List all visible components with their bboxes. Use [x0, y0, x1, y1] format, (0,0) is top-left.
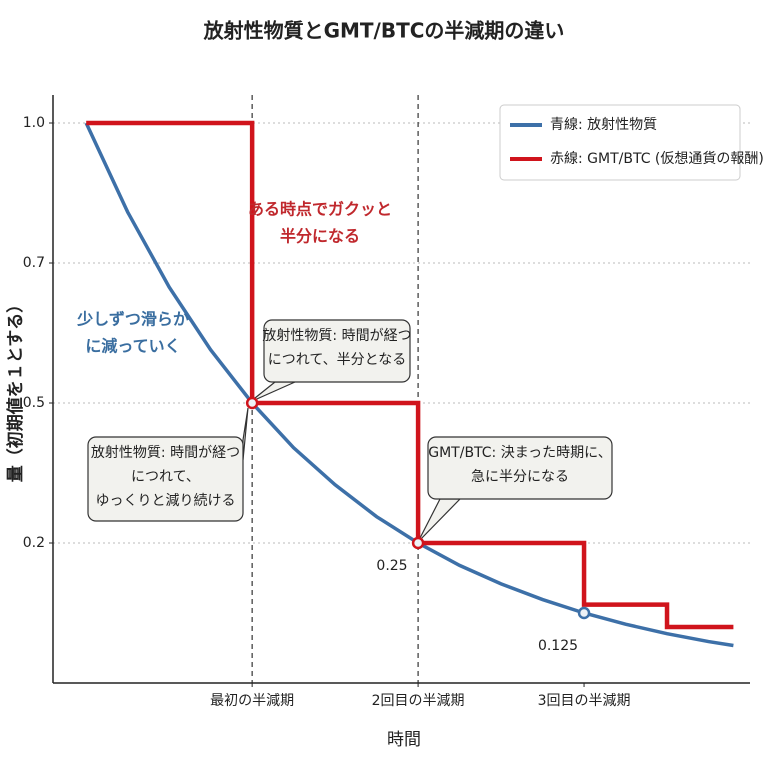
- x-axis-label: 時間: [387, 730, 421, 750]
- y-tick-label: 0.7: [23, 255, 45, 271]
- annotation: 0.125: [538, 638, 578, 654]
- y-tick-label: 0.2: [23, 535, 45, 551]
- x-tick-label: 最初の半減期: [210, 692, 294, 709]
- callout-pointer: [242, 407, 249, 461]
- callout-text: につれて、: [131, 469, 200, 485]
- legend-box: [499, 104, 741, 181]
- x-tick-label: 3回目の半減期: [538, 692, 631, 709]
- callout-text: につれて、半分となる: [268, 352, 406, 368]
- marker: [577, 606, 591, 620]
- marker: [411, 536, 425, 550]
- y-axis-label: 量（初期値を１とする）: [5, 296, 26, 483]
- callout-text: ゆっくりと減り続ける: [96, 492, 236, 509]
- annotation: 少しずつ滑らか: [76, 310, 189, 329]
- y-tick-label: 0.5: [23, 395, 45, 411]
- annotation: ある時点でガクッと: [248, 200, 392, 219]
- annotation: 半分になる: [280, 227, 360, 246]
- legend-label: 青線: 放射性物質: [550, 117, 657, 133]
- x-tick-label: 2回目の半減期: [372, 692, 465, 709]
- marker: [245, 396, 259, 410]
- legend-label: 赤線: GMT/BTC (仮想通貨の報酬): [550, 150, 764, 167]
- callout-pointer: [417, 498, 462, 543]
- callout-box: [263, 319, 411, 383]
- series-line: [86, 120, 734, 630]
- callout-text: 急に半分になる: [471, 469, 569, 485]
- y-tick-label: 1.0: [23, 115, 45, 131]
- annotation: 0.25: [376, 558, 407, 574]
- annotation: に減っていく: [85, 337, 180, 356]
- series-line: [84, 122, 734, 648]
- callout-text: GMT/BTC: 決まった時期に、: [428, 445, 612, 461]
- callout-box: [87, 436, 244, 522]
- chart-title: 放射性物質とGMT/BTCの半減期の違い: [203, 19, 565, 43]
- callout-text: 放射性物質: 時間が経つ: [262, 328, 411, 344]
- callout-text: 放射性物質: 時間が経つ: [91, 445, 240, 461]
- callout-box: [427, 436, 613, 500]
